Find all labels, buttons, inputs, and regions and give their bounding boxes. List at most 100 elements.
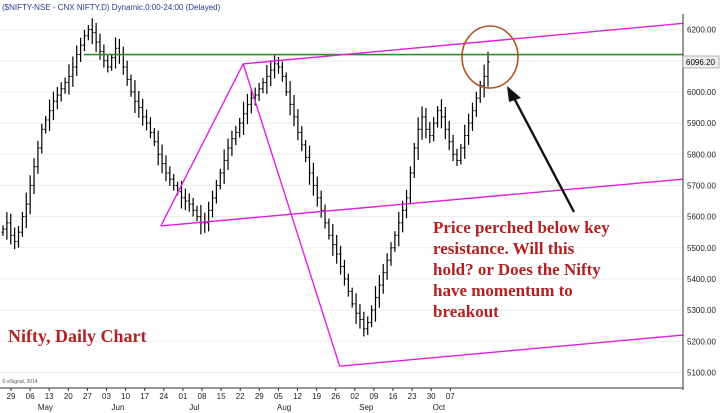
date-tick-14: 05 <box>274 392 283 401</box>
annotation-arrow-shaft <box>512 97 576 213</box>
price-bar-88 <box>342 259 347 286</box>
annotation-line-4: breakout <box>433 302 499 321</box>
price-bar-50 <box>195 205 199 222</box>
price-tick-11: 6200.00 <box>687 26 716 35</box>
price-bar-24 <box>94 22 98 52</box>
price-bar-114 <box>443 106 447 140</box>
price-bar-124 <box>482 64 486 98</box>
price-bar-113 <box>439 99 444 129</box>
price-bar-28 <box>110 53 114 71</box>
price-bar-106 <box>412 142 416 178</box>
price-bar-17 <box>67 64 71 95</box>
channel-line-3 <box>242 63 341 367</box>
date-tick-21: 23 <box>408 392 417 401</box>
date-tick-11: 15 <box>217 392 226 401</box>
price-bar-40 <box>156 130 160 166</box>
price-bar-82 <box>319 190 323 218</box>
price-bar-37 <box>144 109 149 131</box>
price-bar-116 <box>451 134 455 162</box>
price-bar-22 <box>86 25 90 41</box>
price-bar-78 <box>304 140 308 163</box>
date-tick-15: 12 <box>293 392 302 401</box>
price-bar-14 <box>55 86 59 110</box>
annotation-line-0: Price perched below key <box>433 218 610 237</box>
price-bar-81 <box>315 176 319 207</box>
price-bar-55 <box>214 179 218 204</box>
price-bar-72 <box>280 61 284 82</box>
price-bar-33 <box>129 74 133 97</box>
date-tick-9: 01 <box>178 392 187 401</box>
price-bar-112 <box>435 106 440 128</box>
price-bar-95 <box>370 305 374 328</box>
price-bar-69 <box>269 60 273 87</box>
price-bar-91 <box>354 293 358 324</box>
date-tick-6: 10 <box>121 392 130 401</box>
price-bar-61 <box>238 118 242 138</box>
price-bar-9 <box>36 140 40 174</box>
price-bar-39 <box>152 128 156 147</box>
price-bar-66 <box>257 82 261 102</box>
month-label-0: May <box>38 403 53 412</box>
price-tick-4: 5500.00 <box>687 244 716 253</box>
price-bar-97 <box>377 275 381 308</box>
annotation-line-2: hold? or Does the Nifty <box>433 260 601 279</box>
price-bar-68 <box>265 64 269 94</box>
price-bar-99 <box>385 253 389 280</box>
grid-layer <box>0 29 683 373</box>
copyright-text: © eSignal, 2014 <box>2 378 38 385</box>
date-tick-23: 07 <box>446 392 455 401</box>
date-tick-10: 08 <box>198 392 207 401</box>
chart-title: Nifty, Daily Chart <box>8 326 147 346</box>
price-bar-89 <box>346 273 350 297</box>
price-tick-7: 5800.00 <box>687 150 716 159</box>
price-bar-53 <box>207 201 211 232</box>
price-bar-87 <box>338 245 343 275</box>
price-bar-56 <box>218 168 222 190</box>
date-tick-19: 09 <box>369 392 378 401</box>
price-bar-12 <box>47 99 52 131</box>
price-bar-67 <box>261 78 265 94</box>
date-tick-2: 13 <box>45 392 54 401</box>
price-tick-1: 5200.00 <box>687 337 716 346</box>
price-bar-125 <box>486 51 490 87</box>
channel-line-4 <box>339 334 684 367</box>
date-tick-18: 02 <box>350 392 359 401</box>
month-label-4: Sep <box>359 403 374 412</box>
month-label-1: Jun <box>112 403 125 412</box>
price-tick-0: 5100.00 <box>687 368 716 377</box>
price-bar-74 <box>288 81 292 116</box>
price-bar-42 <box>164 155 168 182</box>
price-bar-58 <box>226 138 230 171</box>
price-bar-103 <box>401 200 405 233</box>
price-bar-57 <box>222 149 226 184</box>
price-bar-115 <box>447 120 451 151</box>
date-tick-1: 06 <box>26 392 35 401</box>
price-bar-6 <box>24 192 28 229</box>
price-bar-41 <box>160 144 164 174</box>
price-bar-122 <box>474 91 478 117</box>
price-bar-101 <box>393 231 397 252</box>
annotation-arrow-head <box>507 86 521 102</box>
price-bar-8 <box>32 158 36 195</box>
price-bars <box>1 18 490 337</box>
price-bar-79 <box>307 145 312 185</box>
price-bar-20 <box>79 37 83 62</box>
price-bar-118 <box>459 144 463 165</box>
annotation-line-1: resistance. Will this <box>433 239 575 258</box>
price-bar-34 <box>133 80 137 114</box>
date-tick-13: 29 <box>255 392 264 401</box>
price-bar-62 <box>241 101 246 136</box>
price-bar-96 <box>373 286 378 322</box>
date-tick-8: 24 <box>159 392 168 401</box>
price-bar-0 <box>1 225 5 236</box>
price-bar-86 <box>335 234 339 264</box>
price-bar-18 <box>71 56 75 87</box>
price-bar-44 <box>172 173 176 191</box>
price-bar-19 <box>75 45 79 76</box>
price-bar-107 <box>416 117 420 160</box>
price-bar-110 <box>428 121 432 144</box>
price-bar-71 <box>276 56 281 74</box>
price-bar-29 <box>113 37 118 69</box>
month-label-3: Aug <box>277 403 291 412</box>
price-bar-36 <box>141 98 145 126</box>
